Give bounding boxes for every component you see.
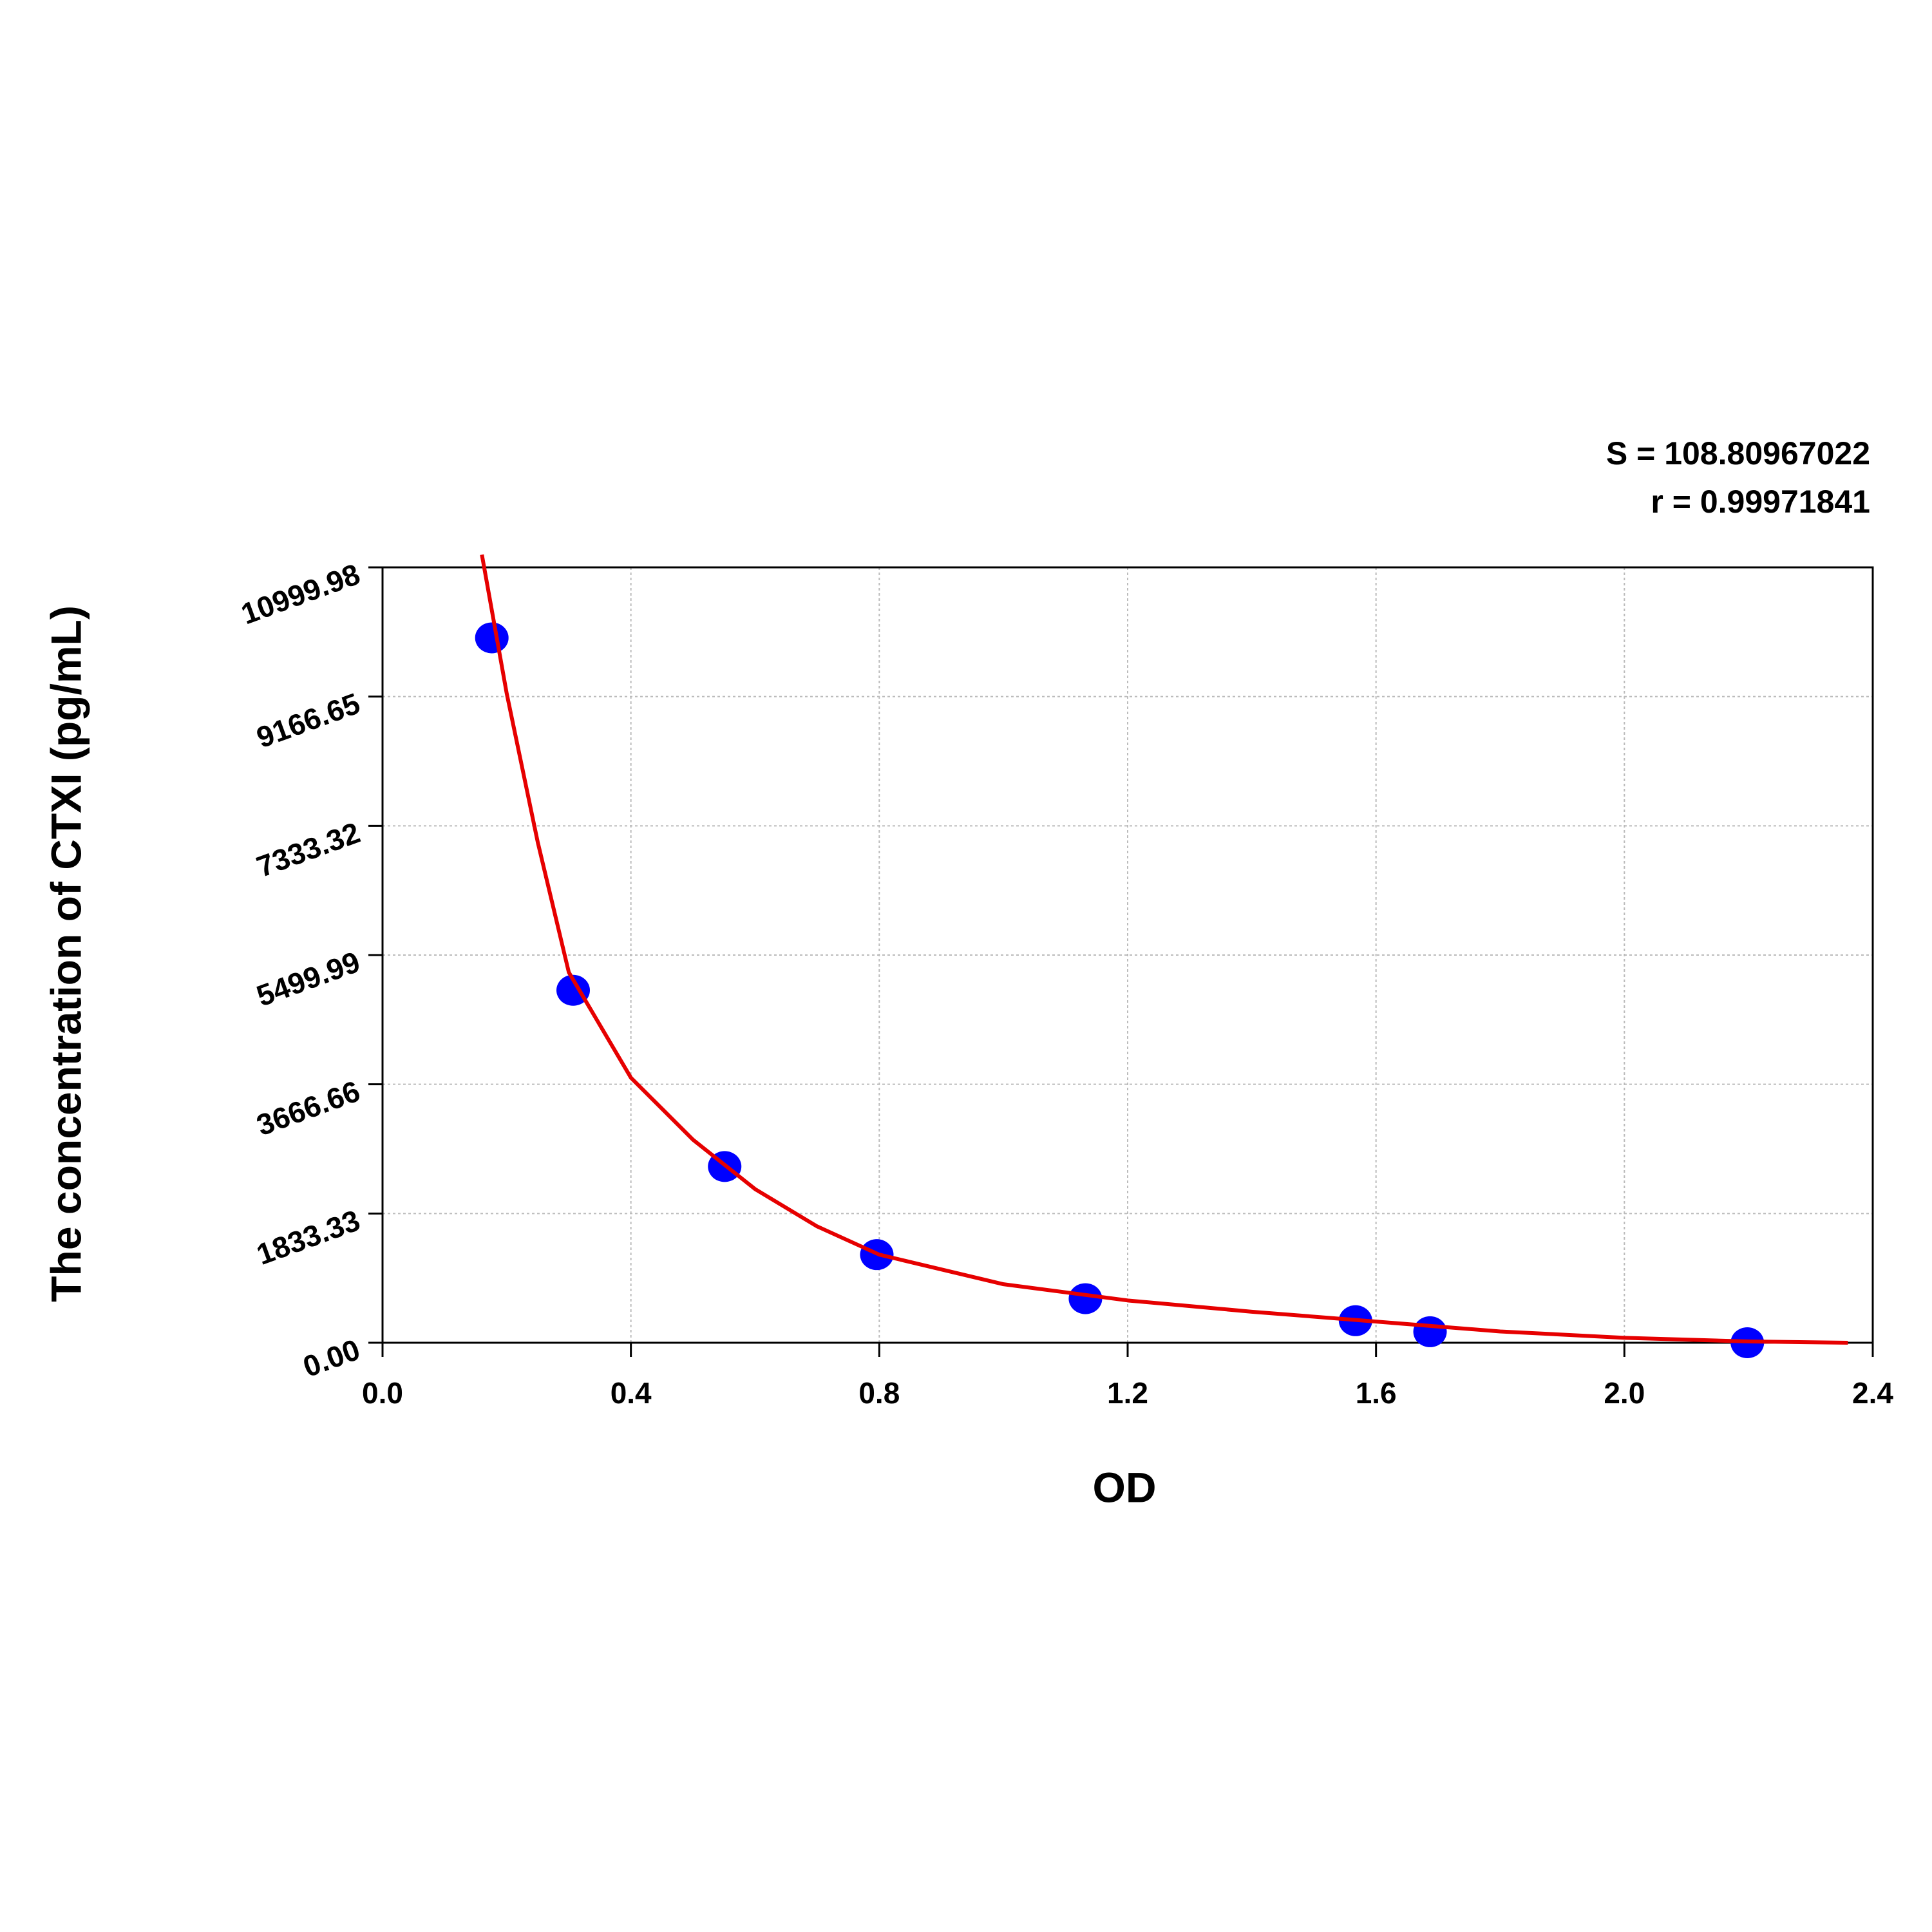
- data-point: [475, 622, 509, 654]
- y-axis-title: The concentration of CTXI (pg/mL): [42, 605, 90, 1302]
- data-point: [556, 974, 590, 1006]
- annotation: S = 108.80967022: [1606, 435, 1870, 471]
- x-tick-label: 1.2: [1107, 1376, 1148, 1410]
- x-axis-title: OD: [1093, 1463, 1157, 1511]
- x-tick-label: 0.4: [611, 1376, 652, 1410]
- annotation: r = 0.99971841: [1651, 484, 1870, 520]
- data-point: [1068, 1283, 1103, 1314]
- x-tick-label: 2.4: [1852, 1376, 1893, 1410]
- fit-curve: [480, 554, 1848, 1345]
- x-tick-label: 0.0: [362, 1376, 403, 1410]
- plot-frame: [381, 566, 1874, 1344]
- x-tick-label: 2.0: [1604, 1376, 1645, 1410]
- data-point: [1413, 1316, 1447, 1347]
- x-tick-label: 0.8: [858, 1376, 900, 1410]
- x-tick-label: 1.6: [1356, 1376, 1397, 1410]
